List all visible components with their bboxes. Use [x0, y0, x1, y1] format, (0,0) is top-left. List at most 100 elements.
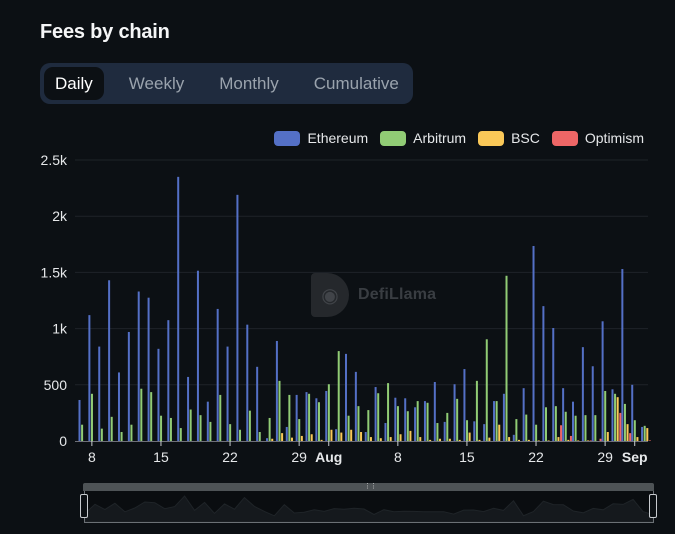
bar-bsc-jul-30[interactable] [310, 434, 313, 441]
bar-ethereum-jul-24[interactable] [246, 324, 249, 441]
bar-arbitrum-jul-15[interactable] [160, 415, 163, 441]
bar-arbitrum-jul-7[interactable] [81, 424, 84, 441]
bar-ethereum-jul-14[interactable] [147, 297, 150, 441]
bar-optimism-aug-27[interactable] [589, 440, 592, 441]
bar-bsc-aug-15[interactable] [468, 432, 471, 441]
bar-arbitrum-aug-30[interactable] [614, 393, 617, 441]
bar-ethereum-aug-23[interactable] [542, 306, 545, 441]
bar-arbitrum-aug-17[interactable] [485, 339, 488, 441]
bar-optimism-aug-28[interactable] [599, 438, 602, 441]
bar-ethereum-aug-15[interactable] [463, 369, 466, 441]
bar-arbitrum-aug-15[interactable] [466, 420, 469, 441]
bar-optimism-aug-30[interactable] [619, 412, 622, 441]
bar-arbitrum-aug-14[interactable] [456, 398, 459, 441]
bar-bsc-aug-29[interactable] [606, 432, 609, 441]
bar-bsc-jul-27[interactable] [281, 433, 284, 441]
bar-arbitrum-aug-10[interactable] [416, 401, 419, 441]
zoom-handle-end[interactable] [649, 494, 657, 518]
bar-bsc-aug-3[interactable] [350, 429, 353, 441]
bar-bsc-aug-27[interactable] [587, 440, 590, 441]
bar-arbitrum-jul-31[interactable] [317, 402, 320, 441]
bar-arbitrum-jul-28[interactable] [288, 394, 291, 441]
bar-ethereum-aug-3[interactable] [344, 353, 347, 441]
bar-ethereum-sep-2[interactable] [641, 426, 644, 441]
bar-ethereum-jul-15[interactable] [157, 348, 160, 441]
bar-arbitrum-aug-6[interactable] [377, 393, 380, 441]
bar-ethereum-jul-31[interactable] [315, 398, 318, 441]
bar-bsc-aug-11[interactable] [429, 439, 432, 441]
bar-arbitrum-aug-25[interactable] [564, 411, 567, 441]
bar-bsc-aug-18[interactable] [498, 424, 501, 441]
bar-ethereum-aug-12[interactable] [433, 381, 436, 441]
bar-ethereum-jul-8[interactable] [88, 315, 91, 441]
bar-ethereum-aug-9[interactable] [404, 398, 407, 441]
bar-bsc-jul-29[interactable] [300, 435, 303, 441]
bar-bsc-aug-9[interactable] [409, 430, 412, 441]
legend-item-arbitrum[interactable]: Arbitrum [380, 130, 466, 146]
bar-bsc-aug-31[interactable] [626, 424, 629, 441]
bar-bsc-aug-16[interactable] [478, 439, 481, 441]
bar-ethereum-aug-26[interactable] [572, 401, 574, 441]
bar-ethereum-aug-7[interactable] [384, 423, 387, 441]
bar-arbitrum-jul-23[interactable] [239, 429, 242, 441]
bar-arbitrum-jul-27[interactable] [278, 380, 281, 441]
bar-ethereum-aug-2[interactable] [335, 429, 338, 441]
bar-bsc-aug-22[interactable] [537, 440, 540, 441]
bar-ethereum-jul-10[interactable] [108, 280, 111, 441]
bar-ethereum-aug-27[interactable] [581, 347, 584, 441]
bar-bsc-jul-26[interactable] [271, 438, 274, 441]
bar-arbitrum-jul-11[interactable] [120, 432, 123, 441]
bar-ethereum-sep-1[interactable] [631, 384, 634, 441]
bar-optimism-aug-25[interactable] [569, 435, 572, 441]
bar-ethereum-aug-11[interactable] [423, 401, 426, 441]
bar-arbitrum-jul-26[interactable] [268, 417, 271, 441]
bar-arbitrum-jul-17[interactable] [179, 428, 182, 441]
bar-bsc-aug-25[interactable] [567, 439, 570, 441]
bar-arbitrum-aug-1[interactable] [327, 384, 330, 441]
bar-arbitrum-aug-24[interactable] [554, 406, 557, 441]
zoom-handle-start[interactable] [80, 494, 88, 518]
bar-ethereum-jul-13[interactable] [137, 291, 140, 441]
bar-ethereum-aug-4[interactable] [354, 371, 357, 441]
bar-ethereum-jul-25[interactable] [256, 366, 259, 441]
bar-ethereum-aug-16[interactable] [473, 421, 476, 441]
bar-ethereum-jul-17[interactable] [177, 176, 180, 442]
bar-arbitrum-aug-22[interactable] [535, 424, 538, 441]
bar-ethereum-aug-28[interactable] [591, 366, 594, 441]
bar-ethereum-jul-11[interactable] [117, 372, 120, 441]
bar-arbitrum-aug-4[interactable] [357, 406, 360, 441]
bar-arbitrum-aug-9[interactable] [406, 411, 409, 441]
bar-bsc-sep-1[interactable] [636, 437, 639, 441]
bar-bsc-aug-7[interactable] [389, 437, 392, 441]
bar-arbitrum-jul-19[interactable] [199, 415, 202, 441]
bar-ethereum-jul-16[interactable] [167, 320, 170, 441]
bar-arbitrum-jul-21[interactable] [219, 394, 222, 441]
bar-arbitrum-aug-21[interactable] [525, 414, 528, 441]
bar-ethereum-jul-22[interactable] [226, 346, 229, 441]
bar-ethereum-jul-21[interactable] [216, 308, 219, 441]
bar-bsc-aug-19[interactable] [508, 437, 511, 441]
bar-ethereum-aug-18[interactable] [493, 401, 496, 441]
bar-ethereum-aug-24[interactable] [552, 328, 555, 441]
bar-ethereum-aug-19[interactable] [502, 393, 505, 441]
bar-arbitrum-aug-23[interactable] [544, 407, 547, 441]
bar-ethereum-jul-9[interactable] [98, 346, 101, 441]
bar-ethereum-jul-30[interactable] [305, 392, 308, 441]
bar-arbitrum-aug-12[interactable] [436, 423, 439, 441]
bar-bsc-aug-2[interactable] [340, 432, 343, 441]
bar-ethereum-aug-10[interactable] [414, 407, 417, 441]
bar-ethereum-aug-21[interactable] [522, 388, 525, 441]
bar-arbitrum-aug-19[interactable] [505, 275, 508, 441]
data-zoom-slider[interactable]: ⋮⋮ [80, 483, 657, 523]
bar-bsc-aug-21[interactable] [527, 439, 530, 441]
bar-arbitrum-jul-10[interactable] [110, 416, 113, 441]
bar-bsc-aug-8[interactable] [399, 434, 402, 441]
bar-ethereum-aug-1[interactable] [325, 390, 328, 441]
bar-bsc-aug-24[interactable] [557, 437, 560, 441]
legend-item-ethereum[interactable]: Ethereum [274, 130, 368, 146]
bar-arbitrum-jul-14[interactable] [150, 392, 153, 441]
legend-item-optimism[interactable]: Optimism [551, 130, 644, 146]
bar-ethereum-aug-5[interactable] [364, 432, 367, 441]
bar-bsc-aug-10[interactable] [419, 437, 422, 441]
bar-ethereum-jul-26[interactable] [266, 438, 269, 441]
